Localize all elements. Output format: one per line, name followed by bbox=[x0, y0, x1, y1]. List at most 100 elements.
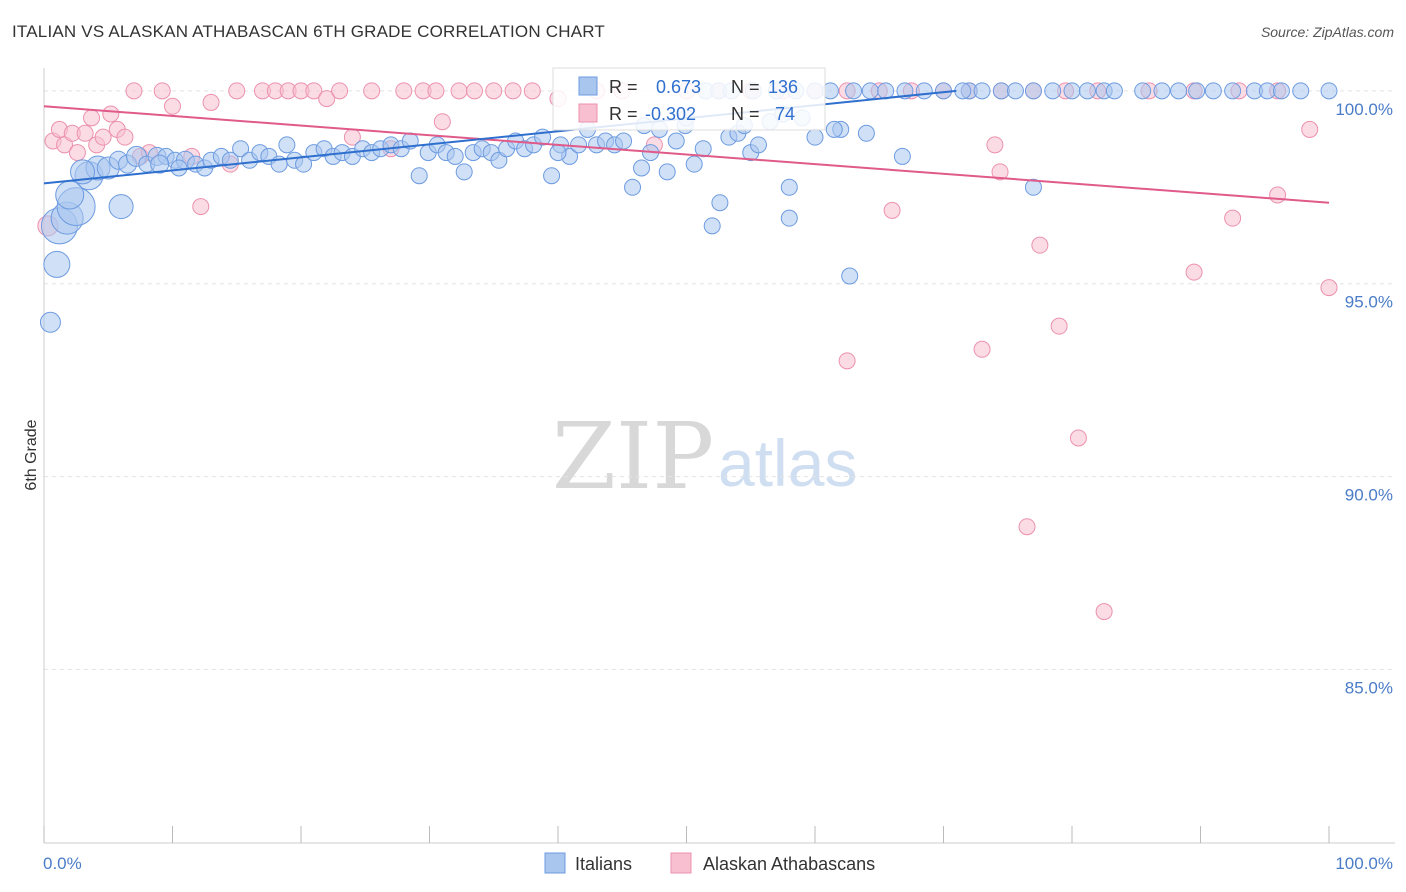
data-point-alaskan-athabascan bbox=[228, 82, 246, 100]
data-point-alaskan-athabascan bbox=[305, 82, 323, 100]
data-point-alaskan-athabascan bbox=[68, 144, 86, 162]
y-tick-label: 100.0% bbox=[1335, 100, 1393, 119]
data-point-alaskan-athabascan bbox=[153, 82, 171, 100]
watermark-atlas: atlas bbox=[718, 426, 857, 500]
data-point-alaskan-athabascan bbox=[1301, 120, 1319, 138]
data-point-alaskan-athabascan bbox=[523, 82, 541, 100]
data-point-alaskan-athabascan bbox=[1069, 429, 1087, 447]
data-point-italian bbox=[1204, 82, 1222, 100]
legend-r-label-1: R = bbox=[609, 77, 638, 97]
data-point-italian bbox=[624, 178, 642, 196]
data-point-alaskan-athabascan bbox=[973, 340, 991, 358]
series-legend-label-italians: Italians bbox=[575, 854, 632, 874]
series-legend-swatch-italians bbox=[544, 852, 566, 874]
data-point-italian bbox=[543, 167, 561, 185]
chart-title: ITALIAN VS ALASKAN ATHABASCAN 6TH GRADE … bbox=[12, 22, 606, 41]
data-point-italian bbox=[703, 217, 721, 235]
data-point-italian bbox=[694, 140, 712, 158]
data-point-alaskan-athabascan bbox=[485, 82, 503, 100]
data-point-alaskan-athabascan bbox=[433, 113, 451, 131]
data-point-italian bbox=[1063, 82, 1081, 100]
series-italians bbox=[39, 82, 1338, 333]
stats-legend: R = 0.673 N = 136 R = -0.302 N = 74 bbox=[552, 67, 826, 131]
data-point-alaskan-athabascan bbox=[202, 93, 220, 111]
data-point-italian bbox=[841, 267, 859, 285]
data-point-italian bbox=[845, 82, 863, 100]
legend-r-value-2: -0.302 bbox=[645, 104, 696, 124]
watermark-zip: ZIP bbox=[552, 403, 714, 510]
data-point-italian bbox=[549, 144, 567, 162]
y-tick-label: 85.0% bbox=[1345, 678, 1393, 697]
data-point-italian bbox=[1105, 82, 1123, 100]
data-point-italian bbox=[749, 136, 767, 154]
data-point-alaskan-athabascan bbox=[94, 128, 112, 146]
data-point-alaskan-athabascan bbox=[395, 82, 413, 100]
data-point-italian bbox=[278, 136, 296, 154]
data-point-italian bbox=[1044, 82, 1062, 100]
data-point-italian bbox=[780, 209, 798, 227]
legend-n-label-2: N = bbox=[731, 104, 760, 124]
data-point-italian bbox=[954, 82, 972, 100]
x-tick-label-max: 100.0% bbox=[1335, 854, 1393, 873]
data-point-italian bbox=[825, 120, 843, 138]
grid-layer bbox=[44, 90, 1395, 670]
legend-n-value-2: 74 bbox=[775, 104, 795, 124]
data-point-alaskan-athabascan bbox=[331, 82, 349, 100]
legend-n-label-1: N = bbox=[731, 77, 760, 97]
data-point-italian bbox=[70, 159, 96, 185]
data-point-italian bbox=[1292, 82, 1310, 100]
data-point-italian bbox=[667, 132, 685, 150]
data-point-italian bbox=[232, 140, 250, 158]
data-point-alaskan-athabascan bbox=[76, 124, 94, 142]
legend-r-value-1: 0.673 bbox=[656, 77, 701, 97]
data-point-alaskan-athabascan bbox=[986, 136, 1004, 154]
data-point-italian bbox=[915, 82, 933, 100]
data-point-italian bbox=[43, 250, 71, 278]
axis-layer: 100.0% 95.0% 90.0% 85.0% bbox=[43, 68, 1395, 844]
data-point-italian bbox=[861, 82, 879, 100]
data-point-italian bbox=[806, 128, 824, 146]
data-point-alaskan-athabascan bbox=[504, 82, 522, 100]
data-point-italian bbox=[39, 311, 61, 333]
data-point-alaskan-athabascan bbox=[1050, 317, 1068, 335]
data-point-alaskan-athabascan bbox=[1269, 186, 1287, 204]
data-point-alaskan-athabascan bbox=[838, 352, 856, 370]
data-point-alaskan-athabascan bbox=[363, 82, 381, 100]
data-point-italian bbox=[1320, 82, 1338, 100]
data-point-italian bbox=[1078, 82, 1096, 100]
data-point-italian bbox=[992, 82, 1010, 100]
data-point-italian bbox=[446, 147, 464, 165]
data-point-italian bbox=[1153, 82, 1171, 100]
data-point-alaskan-athabascan bbox=[1018, 518, 1036, 536]
data-point-italian bbox=[973, 82, 991, 100]
data-point-alaskan-athabascan bbox=[1095, 603, 1113, 621]
legend-swatch-italians bbox=[578, 76, 598, 96]
data-point-italian bbox=[1024, 178, 1042, 196]
data-point-italian bbox=[1224, 82, 1242, 100]
x-tick-label-min: 0.0% bbox=[43, 854, 82, 873]
data-point-italian bbox=[633, 159, 651, 177]
data-point-italian bbox=[170, 159, 188, 177]
legend-n-value-1: 136 bbox=[768, 77, 798, 97]
data-point-italian bbox=[780, 178, 798, 196]
data-point-alaskan-athabascan bbox=[318, 90, 336, 108]
series-legend-swatch-alaskan bbox=[670, 852, 692, 874]
data-point-italian bbox=[685, 155, 703, 173]
data-point-alaskan-athabascan bbox=[125, 82, 143, 100]
data-point-italian bbox=[1170, 82, 1188, 100]
data-point-alaskan-athabascan bbox=[192, 198, 210, 216]
legend-swatch-alaskan bbox=[578, 103, 598, 123]
trend-line-alaskan-athabascans bbox=[43, 105, 1330, 204]
y-axis-title: 6th Grade bbox=[23, 419, 40, 490]
data-point-alaskan-athabascan bbox=[102, 105, 120, 123]
data-point-alaskan-athabascan bbox=[1185, 263, 1203, 281]
data-point-alaskan-athabascan bbox=[450, 82, 468, 100]
data-point-italian bbox=[658, 163, 676, 181]
y-tick-label: 95.0% bbox=[1345, 293, 1393, 312]
data-point-italian bbox=[711, 194, 729, 212]
source-label: Source: ZipAtlas.com bbox=[1260, 24, 1394, 40]
data-point-italian bbox=[1134, 82, 1152, 100]
data-point-italian bbox=[455, 163, 473, 181]
data-point-italian bbox=[55, 180, 85, 210]
